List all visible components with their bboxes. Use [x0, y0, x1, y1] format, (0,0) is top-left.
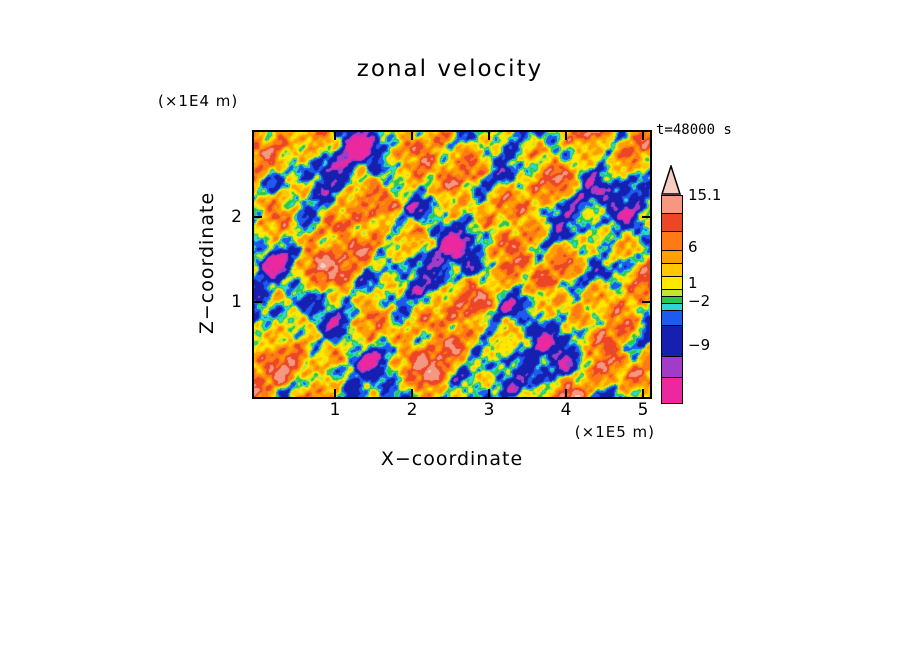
x-tick — [565, 389, 567, 397]
plot-frame — [252, 130, 652, 399]
colorbar-segment — [662, 356, 682, 377]
colorbar-label: 6 — [688, 238, 698, 256]
x-tick-label: 1 — [329, 400, 341, 420]
x-axis-unit: (×1E5 m) — [574, 423, 655, 441]
colorbar-segment — [662, 310, 682, 325]
colorbar-segment — [662, 276, 682, 289]
colorbar-label: 1 — [688, 274, 698, 292]
x-tick-label: 4 — [560, 400, 572, 420]
z-tick — [642, 216, 650, 218]
x-tick-label: 2 — [406, 400, 418, 420]
colorbar — [661, 195, 683, 404]
heatmap-canvas — [254, 132, 650, 397]
x-tick — [642, 132, 644, 140]
colorbar-segment — [662, 296, 682, 303]
colorbar-segment — [662, 263, 682, 276]
colorbar-segment — [662, 231, 682, 250]
x-tick — [334, 132, 336, 140]
colorbar-segment — [662, 250, 682, 263]
x-tick — [565, 132, 567, 140]
colorbar-label: −9 — [688, 336, 711, 354]
z-axis-unit: (×1E4 m) — [158, 92, 239, 110]
x-tick-label: 3 — [483, 400, 495, 420]
colorbar-label: 15.1 — [688, 186, 722, 204]
chart-title: zonal velocity — [356, 56, 544, 82]
x-axis-label: X−coordinate — [380, 448, 524, 470]
x-tick — [488, 389, 490, 397]
z-axis-label: Z−coordinate — [186, 130, 228, 395]
z-tick — [254, 216, 262, 218]
colorbar-segment — [662, 289, 682, 296]
x-tick — [488, 132, 490, 140]
x-tick — [642, 389, 644, 397]
colorbar-segment — [662, 303, 682, 310]
colorbar-segment — [662, 196, 682, 213]
z-tick — [642, 301, 650, 303]
colorbar-segment — [662, 377, 682, 403]
colorbar-label: −2 — [688, 292, 711, 310]
z-axis-label-text: Z−coordinate — [196, 191, 218, 334]
colorbar-segment — [662, 325, 682, 356]
z-tick-label: 1 — [231, 292, 242, 312]
colorbar-segment — [662, 213, 682, 231]
x-tick-label: 5 — [637, 400, 649, 420]
x-tick — [334, 389, 336, 397]
z-tick-label: 2 — [231, 207, 242, 227]
colorbar-arrow-icon — [660, 165, 682, 195]
time-annotation: t=48000 s — [656, 122, 732, 138]
x-tick — [411, 132, 413, 140]
z-tick — [254, 301, 262, 303]
x-tick — [411, 389, 413, 397]
